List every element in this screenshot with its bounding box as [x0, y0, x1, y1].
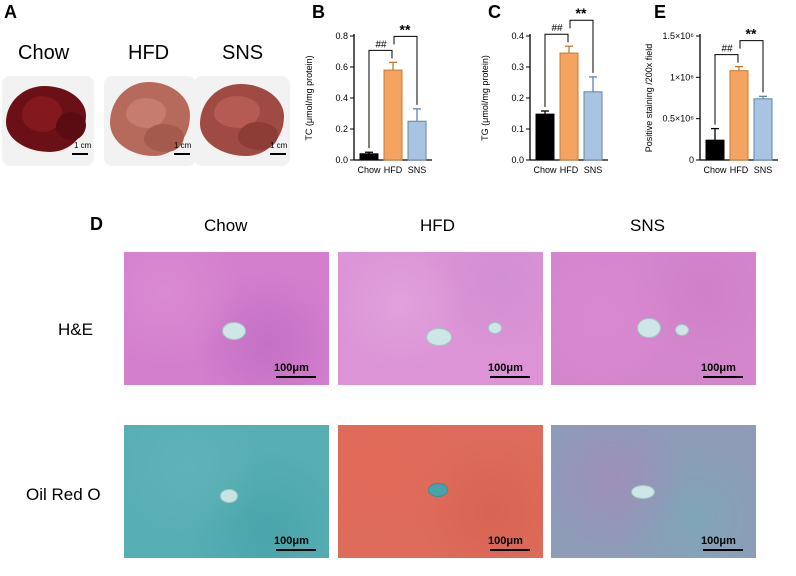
bar-sns: [583, 91, 603, 161]
scale-bar-label: 100μm: [488, 362, 523, 374]
liver-scale-text-sns: 1 cm: [270, 141, 288, 150]
liver-photo-sns: [194, 76, 290, 166]
x-tick-label: HFD: [560, 165, 579, 175]
histology-he-sns: 100μm: [551, 252, 756, 385]
liver-label-chow: Chow: [18, 42, 70, 64]
bar-sns: [753, 98, 773, 161]
panel-letter-b: B: [312, 2, 325, 22]
bracket-hash: [368, 49, 393, 149]
liver-scale-text-chow: 1 cm: [74, 141, 92, 150]
y-tick-label: 1.5×10⁶: [663, 31, 695, 41]
chart-tc: 0.0 0.2 0.4 0.6 0.8 TC (μmol/mg protein) Chow H…: [304, 21, 432, 175]
row-head-he: H&E: [58, 320, 93, 339]
x-tick-label: SNS: [584, 165, 603, 175]
col-head-chow: Chow: [204, 216, 248, 235]
vessel: [675, 324, 689, 336]
col-head-sns: SNS: [630, 216, 665, 235]
y-axis-label: TC (μmol/mg protein): [304, 55, 314, 140]
scale-bar: [490, 549, 530, 551]
liver-label-hfd: HFD: [128, 42, 170, 64]
y-tick-label: 0.4: [335, 93, 348, 103]
x-tick-label: Chow: [357, 165, 381, 175]
liver-scale-bar-chow: [72, 153, 88, 155]
col-head-hfd: HFD: [420, 216, 455, 235]
bar-hfd: [383, 69, 403, 161]
vessel: [631, 485, 655, 499]
bar-chow: [535, 113, 555, 161]
bar-chow: [705, 139, 725, 161]
scale-bar: [276, 376, 316, 378]
scale-bar: [276, 549, 316, 551]
vessel: [426, 328, 452, 346]
y-tick-label: 0: [689, 155, 694, 165]
panel-letter-d: D: [90, 214, 103, 234]
vessel: [428, 483, 448, 497]
liver-photo-chow: [2, 76, 94, 166]
liver-label-sns: SNS: [222, 42, 264, 64]
x-tick-label: HFD: [730, 165, 749, 175]
annotation-star: **: [576, 5, 587, 21]
bracket-star: [569, 19, 594, 73]
scale-bar-label: 100μm: [701, 535, 736, 547]
scale-bar-label: 100μm: [701, 362, 736, 374]
annotation-star: **: [746, 26, 757, 42]
annotation-hash: ##: [551, 23, 563, 34]
panel-letter-e: E: [654, 2, 667, 22]
y-tick-label: 0.8: [335, 31, 348, 41]
liver-photo-hfd: [104, 76, 196, 166]
scale-bar-label: 100μm: [488, 535, 523, 547]
vessel: [222, 322, 246, 340]
histology-he-chow: 100μm: [124, 252, 329, 385]
x-tick-label: SNS: [754, 165, 773, 175]
y-tick-label: 0.6: [335, 62, 348, 72]
y-tick-label: 0.5×10⁶: [663, 114, 695, 124]
scale-bar: [490, 376, 530, 378]
x-tick-label: SNS: [408, 165, 427, 175]
scale-bar: [703, 376, 743, 378]
bar-hfd: [559, 52, 579, 161]
y-tick-label: 0.1: [511, 124, 524, 134]
chart-positive-staining: 0 0.5×10⁶ 1×10⁶ 1.5×10⁶ Positive staining /2…: [644, 26, 778, 175]
annotation-star: **: [400, 21, 411, 37]
x-tick-label: Chow: [533, 165, 557, 175]
scale-bar: [703, 549, 743, 551]
y-tick-label: 0.3: [511, 62, 524, 72]
histology-oilred-sns: 100μm: [551, 425, 756, 558]
y-axis-label: Positive staining /200x field: [644, 44, 654, 153]
histology-oilred-hfd: 100μm: [338, 425, 543, 558]
bar-chow: [359, 153, 379, 161]
y-tick-label: 0.4: [511, 31, 524, 41]
chart-tg: 0.0 0.1 0.2 0.3 0.4 TG (μmol/mg protein) Chow H…: [480, 5, 608, 175]
scale-bar-label: 100μm: [274, 535, 309, 547]
bar-hfd: [729, 70, 749, 161]
histology-he-hfd: 100μm: [338, 252, 543, 385]
panel-letter-a: A: [4, 2, 17, 22]
bracket-star: [739, 40, 764, 93]
panel-letter-c: C: [488, 2, 501, 22]
histology-oilred-chow: 100μm: [124, 425, 329, 558]
x-tick-label: HFD: [384, 165, 403, 175]
x-tick-label: Chow: [703, 165, 727, 175]
y-axis-label: TG (μmol/mg protein): [480, 55, 490, 141]
annotation-hash: ##: [375, 39, 387, 50]
y-tick-label: 1×10⁶: [670, 72, 694, 82]
liver-scale-text-hfd: 1 cm: [174, 141, 192, 150]
y-tick-label: 0.0: [511, 155, 524, 165]
bar-sns: [407, 120, 427, 161]
y-tick-label: 0.0: [335, 155, 348, 165]
annotation-hash: ##: [721, 44, 733, 55]
scale-bar-label: 100μm: [274, 362, 309, 374]
liver-scale-bar-sns: [270, 153, 286, 155]
vessel: [488, 322, 502, 334]
bracket-star: [393, 35, 418, 105]
liver-scale-bar-hfd: [174, 153, 190, 155]
bracket-hash: [714, 54, 739, 125]
row-head-oil-red-o: Oil Red O: [26, 485, 101, 504]
y-tick-label: 0.2: [335, 124, 348, 134]
bracket-hash: [544, 33, 569, 108]
y-tick-label: 0.2: [511, 93, 524, 103]
vessel: [637, 318, 661, 338]
vessel: [220, 489, 238, 503]
